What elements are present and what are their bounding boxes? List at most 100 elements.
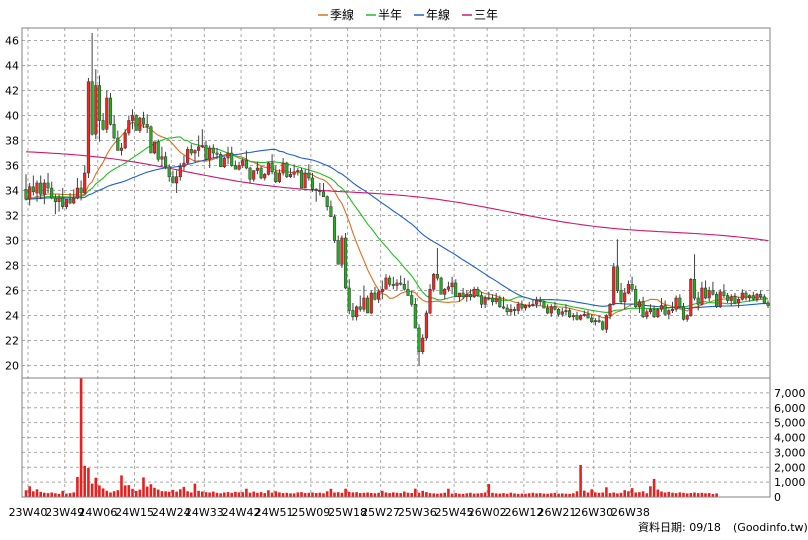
candle-body <box>314 188 318 191</box>
candle-body <box>90 81 94 135</box>
candle-body <box>215 152 219 155</box>
candle-body <box>108 97 113 125</box>
volume-bar <box>215 492 219 497</box>
volume-bar <box>704 493 707 497</box>
candle-body <box>255 167 259 171</box>
candle-body <box>410 295 414 305</box>
volume-bar <box>619 492 623 497</box>
volume-bar <box>572 493 575 497</box>
volume-bar <box>436 493 439 497</box>
candle-body <box>623 292 627 303</box>
volume-bar <box>641 491 645 497</box>
volume-bar <box>524 493 527 497</box>
candle-body <box>457 292 461 298</box>
candle-body <box>667 310 671 315</box>
x-tick-label: 23W40 <box>9 506 48 519</box>
candle-body <box>571 315 575 318</box>
candle-body <box>762 296 766 304</box>
candle-body <box>692 279 697 299</box>
candle-body <box>553 306 557 310</box>
candle-body <box>586 314 590 319</box>
candle-body <box>740 292 744 300</box>
volume-bar <box>190 492 193 497</box>
candle-body <box>94 85 98 135</box>
candle-body <box>402 284 406 290</box>
volume-bar <box>223 492 226 497</box>
candle-body <box>689 279 693 316</box>
candle-body <box>601 321 605 330</box>
candle-body <box>406 289 410 296</box>
candle-body <box>718 291 722 308</box>
candle-body <box>737 299 741 304</box>
volume-bar <box>98 485 101 497</box>
volume-bar <box>461 493 465 497</box>
volume-bar <box>285 492 289 497</box>
candle-body <box>612 266 616 305</box>
volume-bar <box>447 488 450 497</box>
volume-bar <box>674 493 678 497</box>
candle-body <box>560 311 564 315</box>
candle-body <box>325 196 329 207</box>
volume-bar <box>516 493 520 497</box>
candle-body <box>193 150 197 154</box>
candle-body <box>615 266 619 291</box>
candle-body <box>446 286 450 290</box>
candle-body <box>189 149 193 154</box>
candle-body <box>652 309 656 318</box>
volume-bar <box>292 493 296 497</box>
volume-tick-label: 6,000 <box>774 402 806 415</box>
candle-body <box>696 297 700 305</box>
x-tick-label: 25W36 <box>398 506 437 519</box>
candle-body <box>116 137 120 151</box>
volume-bar <box>212 491 215 497</box>
candle-body <box>164 156 168 167</box>
volume-bar <box>57 493 61 497</box>
candle-body <box>498 297 502 308</box>
volume-bar <box>575 491 579 497</box>
candle-body <box>744 292 748 299</box>
candle-body <box>656 309 660 318</box>
candle-body <box>527 305 531 307</box>
volume-bar <box>112 491 116 497</box>
volume-bar <box>553 492 557 497</box>
volume-tick-label: 5,000 <box>774 417 806 430</box>
volume-bar <box>561 493 564 497</box>
candle-body <box>200 145 204 148</box>
candle-body <box>663 305 667 315</box>
volume-bar <box>616 493 619 497</box>
volume-bar <box>94 477 98 497</box>
candle-body <box>733 296 737 304</box>
candle-body <box>182 162 186 168</box>
candlestick-series <box>24 33 770 366</box>
candle-body <box>509 309 513 313</box>
volume-bar <box>46 493 50 497</box>
volume-bar <box>630 488 634 497</box>
volume-bar <box>428 493 432 497</box>
volume-bar <box>465 493 469 497</box>
volume-bar <box>134 490 138 497</box>
price-tick-label: 28 <box>5 260 19 273</box>
candle-body <box>186 149 190 164</box>
volume-bar <box>204 492 208 497</box>
volume-bar <box>241 492 244 497</box>
candle-body <box>604 315 608 330</box>
candle-body <box>568 310 572 318</box>
candle-body <box>483 297 487 305</box>
volume-bar <box>377 492 380 497</box>
volume-bar <box>542 493 546 497</box>
volume-bar <box>472 493 476 497</box>
volume-bar <box>513 493 516 497</box>
volume-bar <box>689 493 693 497</box>
volume-bar <box>597 492 601 497</box>
candle-body <box>336 240 340 265</box>
volume-bar <box>693 492 696 497</box>
candle-body <box>351 310 355 318</box>
volume-bar <box>432 493 435 497</box>
candle-body <box>501 306 506 309</box>
volume-bar <box>638 492 641 497</box>
x-tick-label: 24W51 <box>255 506 294 519</box>
volume-bar <box>476 493 480 497</box>
candle-body <box>630 284 634 290</box>
candle-body <box>384 277 388 290</box>
volume-bar <box>421 490 424 497</box>
